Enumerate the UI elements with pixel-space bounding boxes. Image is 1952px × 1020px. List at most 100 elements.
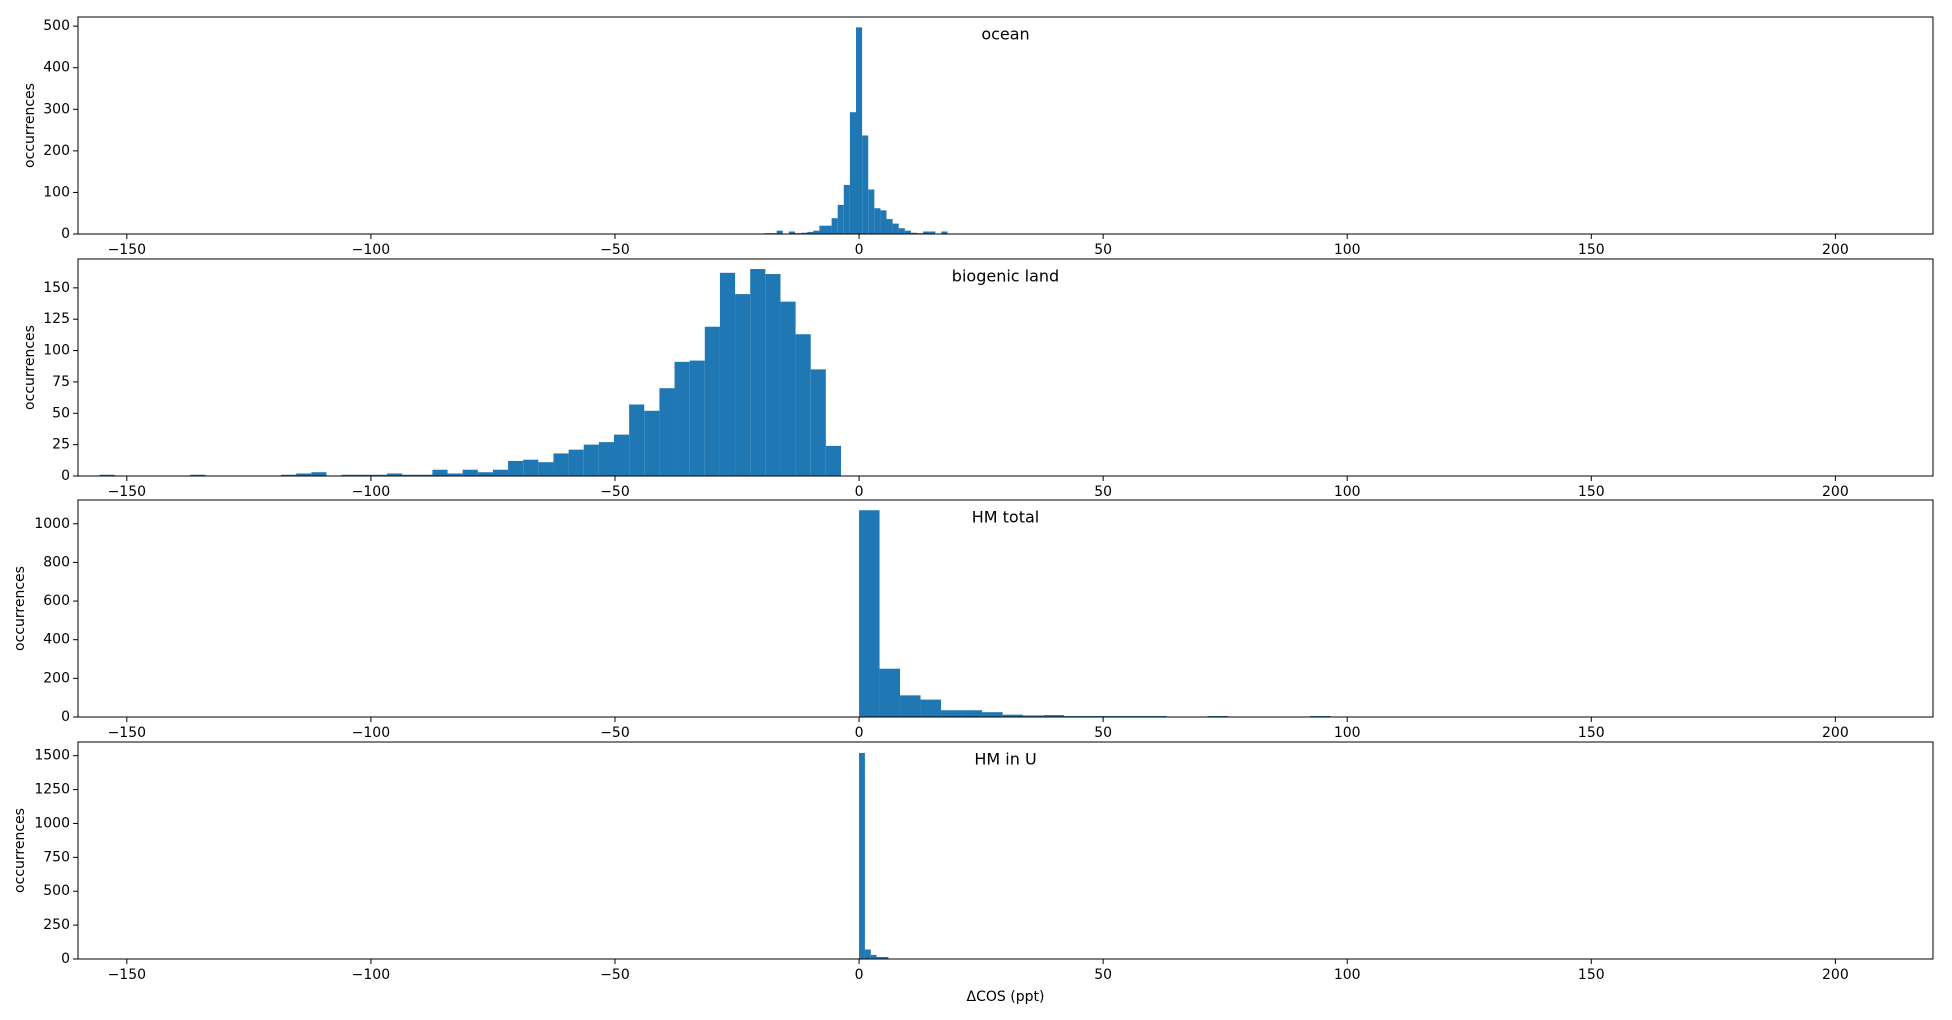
x-tick-label: 0 <box>855 725 864 741</box>
x-tick-label: 50 <box>1094 484 1112 500</box>
bar <box>644 410 660 476</box>
y-tick-label: 1000 <box>34 815 70 831</box>
bar <box>583 444 599 476</box>
bar <box>810 369 826 476</box>
bar <box>387 473 403 476</box>
bar <box>831 218 838 234</box>
bar <box>898 228 905 234</box>
y-tick-label: 1000 <box>34 516 70 532</box>
bar <box>750 269 766 476</box>
bar <box>868 189 875 234</box>
bar <box>837 204 844 234</box>
bar <box>704 326 720 476</box>
x-axis-label: ΔCOS (ppt) <box>967 989 1045 1005</box>
y-tick-label: 800 <box>43 554 70 570</box>
bar <box>1043 715 1065 717</box>
axes-frame <box>77 741 1934 960</box>
x-tick-label: −100 <box>352 725 390 741</box>
bar <box>447 473 463 476</box>
bar <box>813 230 820 234</box>
x-tick-label: 150 <box>1578 484 1605 500</box>
bar <box>904 230 911 234</box>
y-axis-label: occurrences <box>12 566 28 651</box>
bar <box>492 469 509 476</box>
x-tick-label: 100 <box>1334 242 1361 258</box>
bar <box>870 954 877 959</box>
bar <box>880 210 887 234</box>
y-tick-label: 0 <box>61 468 70 484</box>
bar <box>462 469 478 476</box>
bar <box>477 472 493 476</box>
bar <box>856 27 863 235</box>
x-tick-label: 200 <box>1822 967 1849 983</box>
y-tick-label: 0 <box>61 226 70 242</box>
bar <box>910 232 918 234</box>
bar <box>417 474 433 476</box>
y-tick-label: 0 <box>61 951 70 967</box>
y-tick-label: 200 <box>43 143 70 159</box>
x-tick-label: 200 <box>1822 242 1849 258</box>
bar <box>876 956 883 959</box>
bar <box>941 231 948 234</box>
y-axis-label: occurrences <box>12 808 28 893</box>
bar <box>859 752 865 959</box>
x-tick-label: −50 <box>600 242 630 258</box>
y-tick-label: 400 <box>43 60 70 76</box>
x-tick-label: 50 <box>1094 725 1112 741</box>
y-tick-label: 50 <box>52 405 70 421</box>
bar <box>629 404 645 476</box>
y-tick-label: 100 <box>43 343 70 359</box>
y-axis-label: occurrences <box>22 83 38 168</box>
x-tick-label: −150 <box>108 484 146 500</box>
bar <box>982 712 1003 717</box>
bar <box>735 294 751 476</box>
y-tick-label: 1250 <box>34 782 70 798</box>
y-tick-label: 750 <box>43 849 70 865</box>
bar <box>538 462 554 476</box>
bar <box>843 184 850 234</box>
x-tick-label: −150 <box>108 242 146 258</box>
bar <box>508 460 524 476</box>
x-tick-label: −100 <box>352 967 390 983</box>
y-tick-label: 250 <box>43 917 70 933</box>
x-tick-label: −150 <box>108 725 146 741</box>
x-tick-label: 200 <box>1822 725 1849 741</box>
y-tick-label: 500 <box>43 883 70 899</box>
bar <box>788 231 795 234</box>
bar <box>523 459 539 476</box>
y-tick-label: 125 <box>43 311 70 327</box>
y-tick-label: 100 <box>43 184 70 200</box>
chart-title: HM total <box>972 508 1040 527</box>
bar <box>296 473 312 476</box>
bar <box>920 699 942 717</box>
x-tick-label: 100 <box>1334 967 1361 983</box>
x-tick-label: 200 <box>1822 484 1849 500</box>
bar <box>961 710 983 717</box>
axes-frame <box>77 499 1934 718</box>
bar <box>886 219 893 234</box>
y-tick-label: 600 <box>43 593 70 609</box>
bar <box>864 949 871 959</box>
x-tick-label: −50 <box>600 725 630 741</box>
bar <box>900 695 921 717</box>
bar <box>780 301 796 476</box>
chart-title: biogenic land <box>952 267 1059 286</box>
y-tick-label: 0 <box>61 709 70 725</box>
bar <box>659 388 675 476</box>
bar <box>862 135 869 234</box>
x-tick-label: −150 <box>108 967 146 983</box>
bar <box>674 361 690 476</box>
x-tick-label: 150 <box>1578 242 1605 258</box>
bar <box>341 474 357 476</box>
x-tick-label: 150 <box>1578 725 1605 741</box>
y-tick-label: 400 <box>43 632 70 648</box>
x-tick-label: −50 <box>600 484 630 500</box>
bar <box>859 510 880 717</box>
x-tick-label: −100 <box>352 242 390 258</box>
bar <box>719 272 736 476</box>
bar <box>432 469 448 476</box>
bar <box>190 474 206 476</box>
y-axis-label: occurrences <box>22 325 38 410</box>
axes-frame <box>77 258 1934 477</box>
